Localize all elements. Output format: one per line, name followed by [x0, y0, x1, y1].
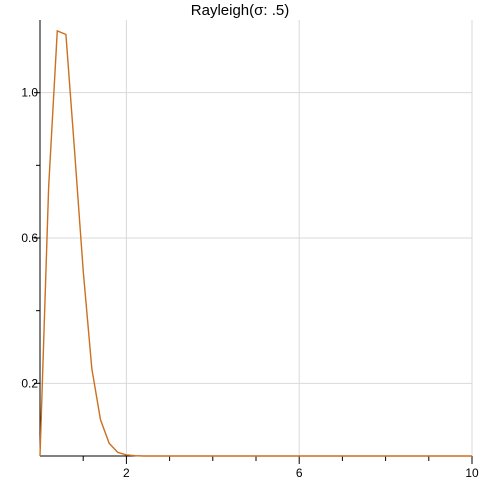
y-tick-label: 0.2: [21, 376, 38, 390]
axis-ticks: 2 6 10 0.2 0.6 1.0: [21, 86, 479, 480]
y-tick-label: 0.6: [21, 231, 38, 245]
x-tick-label: 6: [296, 466, 303, 480]
chart-title: Rayleigh(σ: .5): [191, 2, 289, 19]
x-tick-label: 10: [465, 466, 479, 480]
y-tick-label: 1.0: [21, 86, 38, 100]
grid-lines: [40, 20, 473, 456]
x-tick-label: 2: [123, 466, 130, 480]
series-layer: [39, 29, 472, 457]
density-curve: [39, 29, 472, 457]
